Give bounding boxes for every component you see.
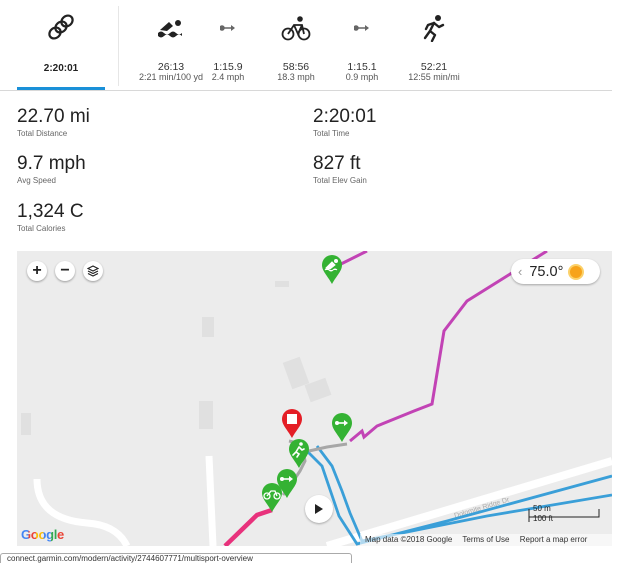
weather-widget[interactable]: ‹ 75.0° [511,259,600,284]
bike-icon [252,14,340,42]
stat-value: 22.70 mi [17,106,90,127]
tab-transition-1[interactable]: 1:15.9 2.4 mph [184,0,272,88]
google-logo-text: Google [21,527,64,542]
playback-button[interactable] [305,495,333,523]
terms-link[interactable]: Terms of Use [462,535,510,544]
sun-icon [570,265,583,278]
sport-tabs: 2:20:01 26:13 2:21 min/100 yd 1:15.9 2.4… [0,0,624,91]
run-start-marker[interactable] [288,439,310,469]
play-icon [315,504,323,514]
browser-status-bar: connect.garmin.com/modern/activity/27446… [0,553,352,563]
stat-value: 827 ft [313,153,361,174]
transition-icon [184,14,272,42]
google-logo: Google [21,527,64,542]
tab-speed: 18.3 mph [277,72,315,82]
scale-metric: 50 m [533,504,551,513]
map-roads [33,455,217,546]
chevron-left-icon: ‹ [518,264,523,279]
map-attribution: Map data ©2018 Google Terms of Use Repor… [360,534,612,546]
active-tab-indicator [17,87,105,90]
bike-route [223,507,273,546]
stat-total-calories: 1,324 C Total Calories [17,201,84,234]
transition-marker[interactable] [276,469,298,499]
tab-bike[interactable]: 58:56 18.3 mph [252,0,340,88]
map-scale: 50 m 100 ft [527,504,553,523]
tabs-divider [0,90,612,91]
run-route [306,445,612,546]
stat-total-elev-gain: 827 ft Total Elev Gain [313,153,367,186]
stat-value: 1,324 C [17,201,84,222]
multisport-rings-icon [17,14,105,42]
stat-label: Avg Speed [17,176,56,185]
stat-value: 2:20:01 [313,106,377,127]
swim-icon [127,14,215,42]
stat-value: 9.7 mph [17,153,86,174]
transition-marker[interactable] [331,413,353,443]
scale-bar [528,509,600,522]
stat-avg-speed: 9.7 mph Avg Speed [17,153,86,186]
tab-time: 58:56 [282,61,310,73]
tab-time: 52:21 [420,61,448,73]
tab-run[interactable]: 52:21 12:55 min/mi [390,0,478,88]
tab-divider [118,6,119,86]
scale-imperial: 100 ft [533,514,554,523]
stat-total-time: 2:20:01 Total Time [313,106,376,139]
tab-time: 26:13 [157,61,185,73]
temperature: 75.0° [529,263,564,280]
layers-icon [87,265,99,277]
tab-time: 2:20:01 [43,63,79,74]
swim-start-marker[interactable] [321,255,343,285]
tab-time: 1:15.9 [213,61,243,73]
tab-time: 1:15.1 [347,61,377,73]
tab-speed: 2.4 mph [211,72,245,82]
tab-pace: 12:55 min/mi [408,72,460,82]
tab-transition-2[interactable]: 1:15.1 0.9 mph [318,0,406,88]
stat-total-distance: 22.70 mi Total Distance [17,106,90,139]
tab-swim[interactable]: 26:13 2:21 min/100 yd [127,0,215,88]
report-error-link[interactable]: Report a map error [519,535,588,544]
map-data-text: Map data ©2018 Google [365,535,453,544]
transition-route [308,442,348,453]
route-map[interactable]: Dolomite Ridge Dr [17,251,612,546]
run-icon [390,14,478,42]
stat-label: Total Distance [17,129,68,138]
tab-multisport[interactable]: 2:20:01 [17,0,105,88]
tab-speed: 0.9 mph [345,72,379,82]
zoom-in-button[interactable]: + [27,261,47,281]
transition-icon [318,14,406,42]
tab-pace: 2:21 min/100 yd [138,72,204,82]
stat-label: Total Calories [17,224,66,233]
layers-button[interactable] [83,261,103,281]
map-buildings [21,281,332,435]
bike-start-marker[interactable] [261,483,283,513]
stat-label: Total Elev Gain [313,176,367,185]
end-marker[interactable] [281,409,303,439]
zoom-out-button[interactable]: − [55,261,75,281]
stat-label: Total Time [313,129,350,138]
